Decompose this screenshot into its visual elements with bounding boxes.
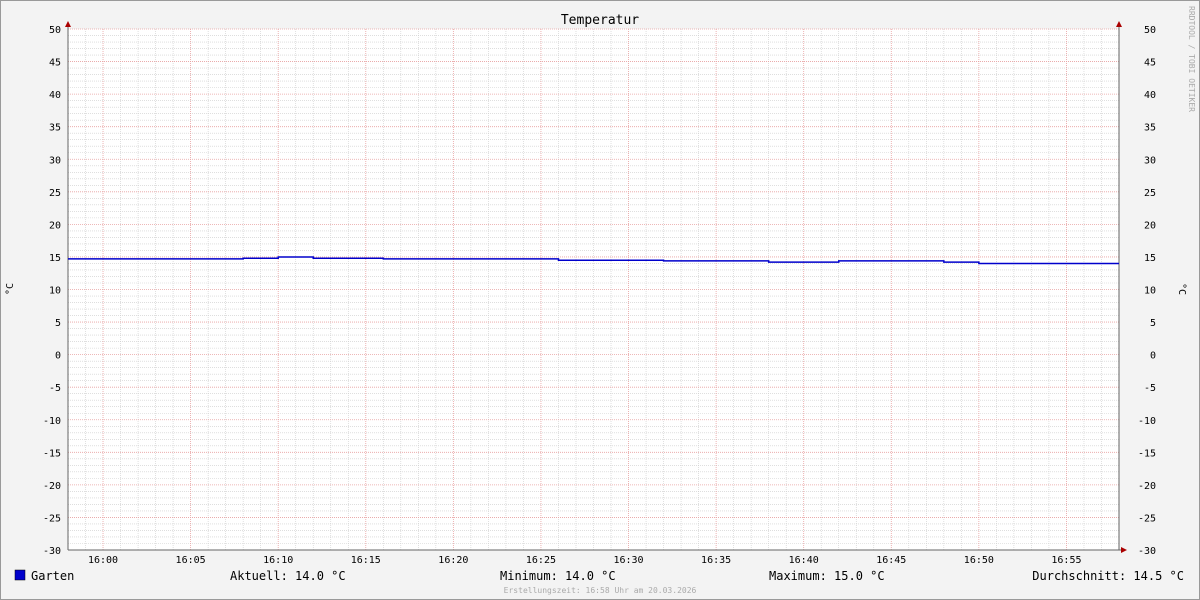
legend-swatch xyxy=(14,569,26,581)
y-tick-label-left: -25 xyxy=(43,513,61,524)
y-tick-label-left: -5 xyxy=(49,383,61,394)
y-tick-label-left: 20 xyxy=(49,220,61,231)
y-axis-label-right: °C xyxy=(1176,283,1187,295)
x-tick-label: 16:50 xyxy=(964,555,994,566)
x-tick-label: 16:25 xyxy=(526,555,556,566)
y-tick-label-right: 40 xyxy=(1144,90,1156,101)
y-tick-label-right: -5 xyxy=(1144,383,1156,394)
y-tick-label-left: -20 xyxy=(43,481,61,492)
x-tick-label: 16:20 xyxy=(438,555,468,566)
y-tick-label-right: 50 xyxy=(1144,25,1156,36)
y-axis-label-left: °C xyxy=(5,283,16,295)
y-tick-label-left: 25 xyxy=(49,188,61,199)
y-tick-label-right: 15 xyxy=(1144,253,1156,264)
legend-maximum: Maximum: 15.0 °C xyxy=(769,569,885,583)
grid xyxy=(67,28,1120,551)
y-tick-label-left: 0 xyxy=(55,351,61,362)
x-tick-label: 16:05 xyxy=(176,555,206,566)
legend-average: Durchschnitt: 14.5 °C xyxy=(1032,569,1184,583)
y-tick-label-right: -30 xyxy=(1138,546,1156,557)
y-tick-label-right: 35 xyxy=(1144,123,1156,134)
y-tick-label-left: -30 xyxy=(43,546,61,557)
y-tick-label-left: 30 xyxy=(49,155,61,166)
y-tick-label-right: -10 xyxy=(1138,416,1156,427)
x-tick-label: 16:15 xyxy=(351,555,381,566)
footer: Erstellungszeit: 16:58 Uhr am 20.03.2026 xyxy=(504,586,697,595)
y-tick-label-right: -25 xyxy=(1138,513,1156,524)
legend-minimum: Minimum: 14.0 °C xyxy=(500,569,616,583)
legend-series: Garten xyxy=(31,569,74,583)
y-tick-label-left: -10 xyxy=(43,416,61,427)
y-tick-label-right: -15 xyxy=(1138,448,1156,459)
y-tick-label-left: 45 xyxy=(49,58,61,69)
x-tick-label: 16:10 xyxy=(263,555,293,566)
legend-current: Aktuell: 14.0 °C xyxy=(230,569,346,583)
y-tick-label-left: 35 xyxy=(49,123,61,134)
x-tick-label: 16:35 xyxy=(701,555,731,566)
y-tick-label-right: 45 xyxy=(1144,58,1156,69)
arrow-icon xyxy=(1121,547,1127,553)
chart-title: Temperatur xyxy=(561,13,639,28)
y-tick-label-left: 10 xyxy=(49,286,61,297)
y-tick-label-right: 30 xyxy=(1144,155,1156,166)
series xyxy=(68,256,1119,265)
y-tick-label-left: 5 xyxy=(55,318,61,329)
y-tick-label-left: 40 xyxy=(49,90,61,101)
arrow-icon xyxy=(65,21,71,27)
y-tick-label-left: 15 xyxy=(49,253,61,264)
y-tick-label-right: -20 xyxy=(1138,481,1156,492)
x-tick-label: 16:55 xyxy=(1051,555,1081,566)
y-tick-label-right: 10 xyxy=(1144,286,1156,297)
watermark: RRDTOOL / TOBI OETIKER xyxy=(1187,6,1196,112)
arrow-icon xyxy=(1116,21,1122,27)
x-tick-label: 16:00 xyxy=(88,555,118,566)
y-tick-label-left: 50 xyxy=(49,25,61,36)
y-tick-label-right: 25 xyxy=(1144,188,1156,199)
y-tick-label-right: 5 xyxy=(1150,318,1156,329)
series-line-garten xyxy=(68,256,1119,265)
y-tick-label-left: -15 xyxy=(43,448,61,459)
x-tick-label: 16:45 xyxy=(876,555,906,566)
x-tick-label: 16:30 xyxy=(613,555,643,566)
y-tick-label-right: 20 xyxy=(1144,220,1156,231)
x-tick-label: 16:40 xyxy=(789,555,819,566)
y-tick-label-right: 0 xyxy=(1150,351,1156,362)
